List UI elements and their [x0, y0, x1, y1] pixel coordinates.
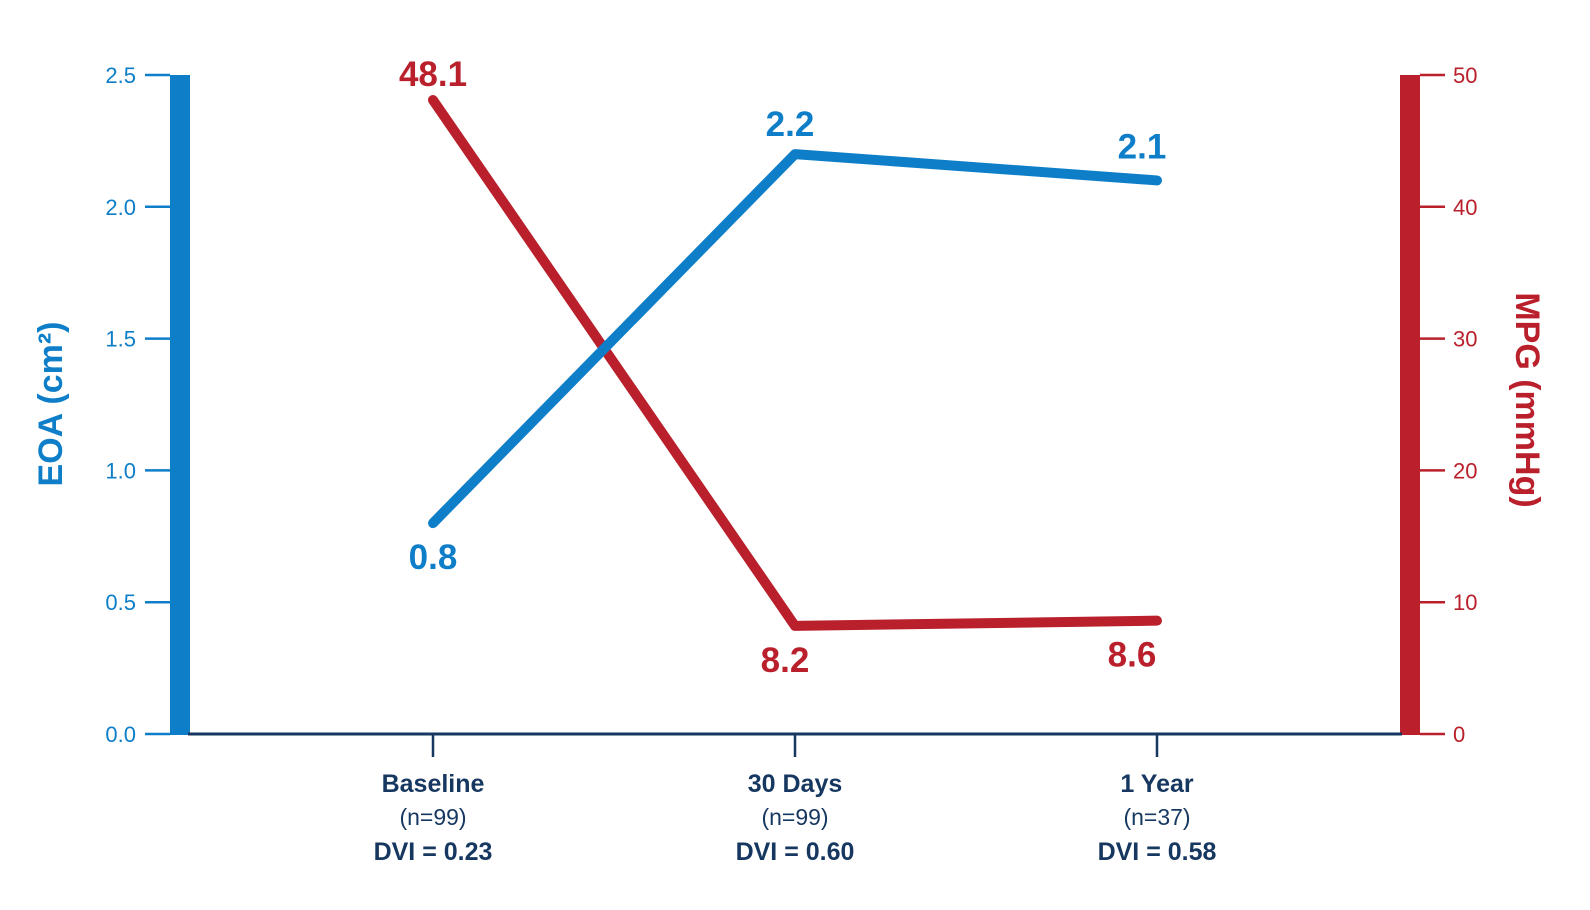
- mpg-axis: 50 40 30 20 10 0 MPG (mmHg): [1420, 63, 1546, 747]
- x-category-label: 30 Days: [748, 770, 843, 798]
- right-axis-tick-label: 0: [1453, 722, 1465, 747]
- left-axis-tick-label: 1.0: [105, 458, 136, 483]
- left-axis-tick-label: 0.0: [105, 722, 136, 747]
- eoa-point-label: 2.2: [766, 105, 815, 144]
- right-axis-tick-label: 40: [1453, 195, 1477, 220]
- x-category-dvi: DVI = 0.58: [1098, 838, 1217, 866]
- mpg-axis-bar: [1400, 75, 1420, 735]
- eoa-axis: 2.5 2.0 1.5 1.0 0.5 0.0 EOA (cm²): [32, 63, 170, 747]
- mpg-axis-title: MPG (mmHg): [1508, 292, 1546, 507]
- x-category-label: Baseline: [382, 770, 485, 798]
- left-axis-tick-label: 2.5: [105, 63, 136, 88]
- x-category-group: 30 Days (n=99) DVI = 0.60: [736, 770, 855, 866]
- left-axis-tick-label: 0.5: [105, 590, 136, 615]
- right-axis-tick-label: 10: [1453, 590, 1477, 615]
- x-category-group: 1 Year (n=37) DVI = 0.58: [1098, 770, 1217, 866]
- x-category-group: Baseline (n=99) DVI = 0.23: [374, 770, 493, 866]
- x-category-n: (n=99): [399, 804, 466, 830]
- x-category-label: 1 Year: [1120, 770, 1194, 798]
- x-category-n: (n=37): [1123, 804, 1190, 830]
- left-axis-tick-label: 2.0: [105, 195, 136, 220]
- x-category-dvi: DVI = 0.23: [374, 838, 493, 866]
- right-axis-tick-label: 20: [1453, 458, 1477, 483]
- mpg-point-label: 8.2: [761, 641, 810, 680]
- right-axis-tick-label: 30: [1453, 327, 1477, 352]
- right-axis-tick-label: 50: [1453, 63, 1477, 88]
- x-category-n: (n=99): [761, 804, 828, 830]
- x-category-dvi: DVI = 0.60: [736, 838, 855, 866]
- eoa-line: [428, 149, 1162, 529]
- mpg-point-label: 48.1: [399, 55, 467, 94]
- left-axis-tick-label: 1.5: [105, 327, 136, 352]
- eoa-point-label: 0.8: [409, 538, 458, 577]
- eoa-point-label: 2.1: [1118, 127, 1167, 166]
- eoa-axis-title: EOA (cm²): [32, 322, 70, 487]
- mpg-point-label: 8.6: [1108, 636, 1157, 675]
- eoa-axis-bar: [170, 75, 190, 735]
- mpg-line: [428, 95, 1162, 631]
